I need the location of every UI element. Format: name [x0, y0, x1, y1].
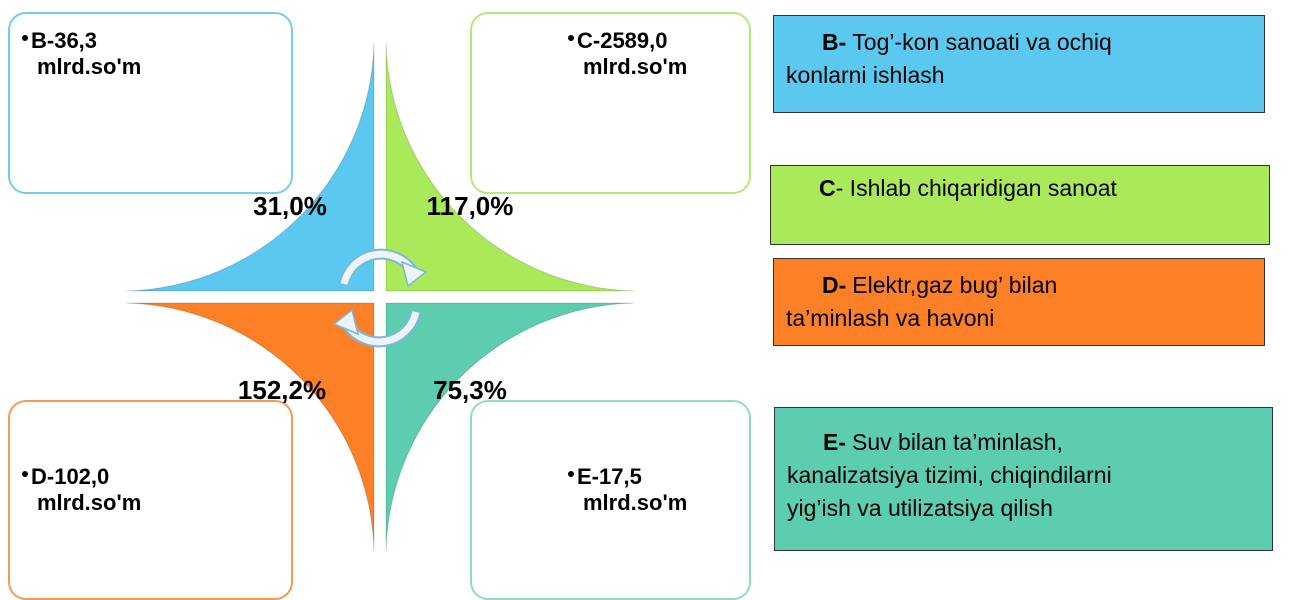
- legend-code: E-: [823, 429, 846, 455]
- legend-text: yig’ish va utilizatsiya qilish: [787, 495, 1053, 521]
- arrow-head: [332, 308, 360, 336]
- amount: B-36,3 mlrd.so'm: [22, 28, 141, 80]
- unit: mlrd.so'm: [583, 490, 688, 515]
- amount: D-102,0 mlrd.so'm: [22, 464, 141, 516]
- unit: mlrd.so'm: [37, 54, 142, 79]
- percent: 31,0%: [253, 191, 327, 221]
- quadrant: [385, 302, 634, 551]
- legend-line: B- Tog’-kon sanoati va ochiq: [786, 26, 1252, 59]
- value-box: [470, 400, 751, 600]
- legend-text: konlarni ishlash: [786, 62, 945, 88]
- legend-box: D- Elektr,gaz bug’ bilan ta’minlash va hav…: [773, 258, 1265, 346]
- quadrant: [385, 43, 634, 292]
- legend-line: D- Elektr,gaz bug’ bilan: [786, 269, 1252, 302]
- legend-text: - Ishlab chiqaridigan sanoat: [835, 175, 1117, 201]
- legend-box: C- Ishlab chiqaridigan sanoat: [770, 165, 1270, 245]
- legend-line: E- Suv bilan ta’minlash,: [787, 426, 1260, 459]
- circle: [126, 43, 634, 551]
- percent: 117,0%: [426, 191, 514, 221]
- legend-box: B- Tog’-kon sanoati va ochiq konlarni ishl…: [773, 15, 1265, 113]
- percent: 75,3%: [433, 375, 507, 405]
- arrow-head: [400, 260, 428, 288]
- amount-text: C-2589,0: [577, 28, 668, 53]
- legend-line: kanalizatsiya tizimi, chiqindilarni: [787, 459, 1260, 492]
- amount: E-17,5 mlrd.so'm: [568, 464, 687, 516]
- amount-text: B-36,3: [31, 28, 98, 53]
- amount-text: E-17,5: [577, 464, 642, 489]
- legend-line: C- Ishlab chiqaridigan sanoat: [783, 172, 1257, 205]
- quadrant: [126, 302, 375, 551]
- legend-text: ta’minlash va havoni: [786, 305, 995, 331]
- legend-text: kanalizatsiya tizimi, chiqindilarni: [787, 462, 1112, 488]
- legend-text: Elektr,gaz bug’ bilan: [852, 272, 1058, 298]
- quadrant: [126, 43, 375, 292]
- legend-code: B-: [822, 29, 847, 55]
- legend-box: E- Suv bilan ta’minlash, kanalizatsiya tiz…: [774, 407, 1273, 551]
- legend-line: yig’ish va utilizatsiya qilish: [787, 492, 1260, 525]
- unit: mlrd.so'm: [583, 54, 688, 79]
- value-box: [8, 12, 293, 194]
- amount-text: D-102,0: [31, 464, 110, 489]
- legend-line: konlarni ishlash: [786, 59, 1252, 92]
- amount: C-2589,0 mlrd.so'm: [568, 28, 687, 80]
- arrow: [345, 311, 420, 346]
- legend-code: C: [819, 175, 836, 201]
- unit: mlrd.so'm: [37, 490, 142, 515]
- page: B-36,3 mlrd.so'm C-2589,0 mlrd.so'm D-102,…: [8, 12, 1273, 600]
- legend-text: Tog’-kon sanoati va ochiq: [852, 29, 1112, 55]
- legend-code: D-: [822, 272, 847, 298]
- value-box: [470, 12, 751, 194]
- percent: 152,2%: [237, 375, 327, 405]
- legend-text: Suv bilan ta’minlash,: [852, 429, 1063, 455]
- legend-line: ta’minlash va havoni: [786, 302, 1252, 335]
- arrow: [340, 250, 415, 285]
